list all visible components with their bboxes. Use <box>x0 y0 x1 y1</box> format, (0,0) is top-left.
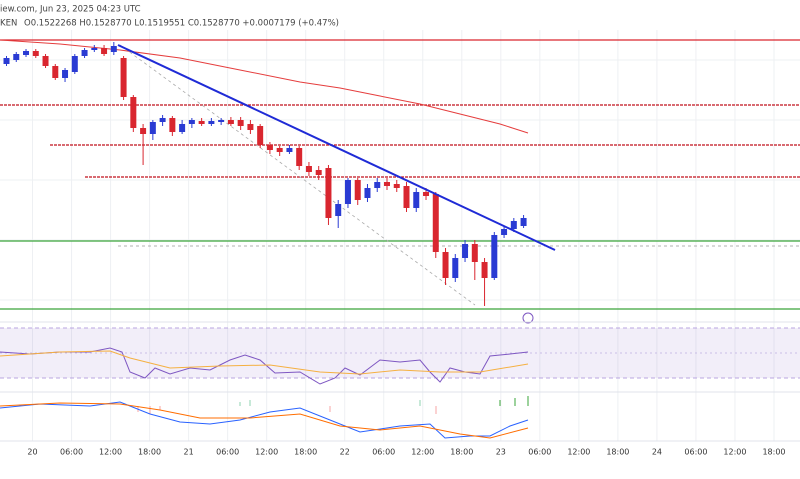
candle-body <box>179 124 186 132</box>
x-tick-label: 06:00 <box>60 448 83 457</box>
candle-body <box>218 120 225 122</box>
candle-body <box>227 120 234 124</box>
candle-body <box>159 118 166 122</box>
candle-body <box>42 56 49 66</box>
x-tick-label: 06:00 <box>684 448 707 457</box>
x-tick-label: 18:00 <box>606 448 629 457</box>
candle-body <box>423 192 430 196</box>
x-tick-label: 12:00 <box>411 448 434 457</box>
candle-body <box>62 70 69 78</box>
candle-body <box>501 229 508 235</box>
candle-body <box>520 218 527 226</box>
candle-body <box>110 46 117 52</box>
candle-body <box>452 258 459 278</box>
candle-body <box>130 97 137 128</box>
candle-body <box>471 244 478 262</box>
chart-title: iew.com, Jun 23, 2025 04:23 UTC <box>0 5 141 15</box>
x-tick-label: 20 <box>27 448 37 457</box>
candle-body <box>491 235 498 278</box>
candle-body <box>335 204 342 216</box>
x-tick-label: 06:00 <box>216 448 239 457</box>
candle-body <box>296 148 303 166</box>
candle-body <box>169 118 176 132</box>
candle-body <box>91 48 98 50</box>
candle-body <box>120 58 127 97</box>
candle-body <box>462 244 469 258</box>
x-tick-label: 23 <box>496 448 506 457</box>
candle-body <box>510 221 517 229</box>
candle-body <box>315 170 322 175</box>
candle-body <box>52 66 59 78</box>
candle-body <box>149 122 156 134</box>
candle-body <box>354 180 361 200</box>
candle-body <box>442 252 449 278</box>
x-tick-label: 12:00 <box>567 448 590 457</box>
candle-body <box>140 128 147 134</box>
x-tick-label: 24 <box>652 448 662 457</box>
candle-body <box>374 182 381 188</box>
candle-body <box>305 166 312 172</box>
candle-body <box>81 50 88 56</box>
candle-body <box>23 51 30 55</box>
candle-body <box>188 120 195 124</box>
vertical-grid <box>32 30 775 441</box>
trend-line <box>117 44 556 251</box>
candle-body <box>403 186 410 208</box>
candle-body <box>276 148 283 152</box>
x-tick-label: 18:00 <box>138 448 161 457</box>
candle-body <box>257 126 264 145</box>
macd-histogram <box>137 396 529 414</box>
candle-body <box>325 168 332 218</box>
candle-body <box>344 180 351 204</box>
candle-body <box>432 194 439 252</box>
candle-body <box>247 124 254 130</box>
x-tick-label: 22 <box>340 448 350 457</box>
x-tick-label: 21 <box>184 448 194 457</box>
candles <box>3 42 527 306</box>
x-tick-label: 18:00 <box>762 448 785 457</box>
candle-body <box>71 56 78 72</box>
x-tick-label: 18:00 <box>450 448 473 457</box>
x-tick-label: 12:00 <box>723 448 746 457</box>
x-tick-label: 06:00 <box>528 448 551 457</box>
x-tick-label: 06:00 <box>372 448 395 457</box>
candle-body <box>393 184 400 188</box>
signal-line <box>0 402 529 439</box>
candle-body <box>237 120 244 126</box>
candle-body <box>32 51 39 56</box>
candle-body <box>13 54 20 60</box>
candle-body <box>3 58 10 64</box>
x-tick-label: 12:00 <box>255 448 278 457</box>
candle-body <box>413 192 420 208</box>
candle-body <box>481 262 488 278</box>
moving-average <box>0 39 529 134</box>
candle-body <box>383 182 390 186</box>
macd-line <box>0 401 529 439</box>
candle-body <box>266 145 273 150</box>
event-icon <box>522 312 534 324</box>
ohlc-summary: O0.1522268 H0.1528770 L0.1519551 C0.1528… <box>24 19 339 29</box>
candle-body <box>198 121 205 124</box>
candle-body <box>286 148 293 152</box>
x-tick-label: 18:00 <box>294 448 317 457</box>
grid-decor <box>0 59 800 301</box>
symbol: KEN <box>0 19 17 29</box>
channel-line <box>119 44 476 306</box>
candle-body <box>208 121 215 124</box>
rsi-average <box>0 350 529 375</box>
candle-body <box>364 188 371 198</box>
candle-body <box>101 48 108 54</box>
x-tick-label: 12:00 <box>99 448 122 457</box>
